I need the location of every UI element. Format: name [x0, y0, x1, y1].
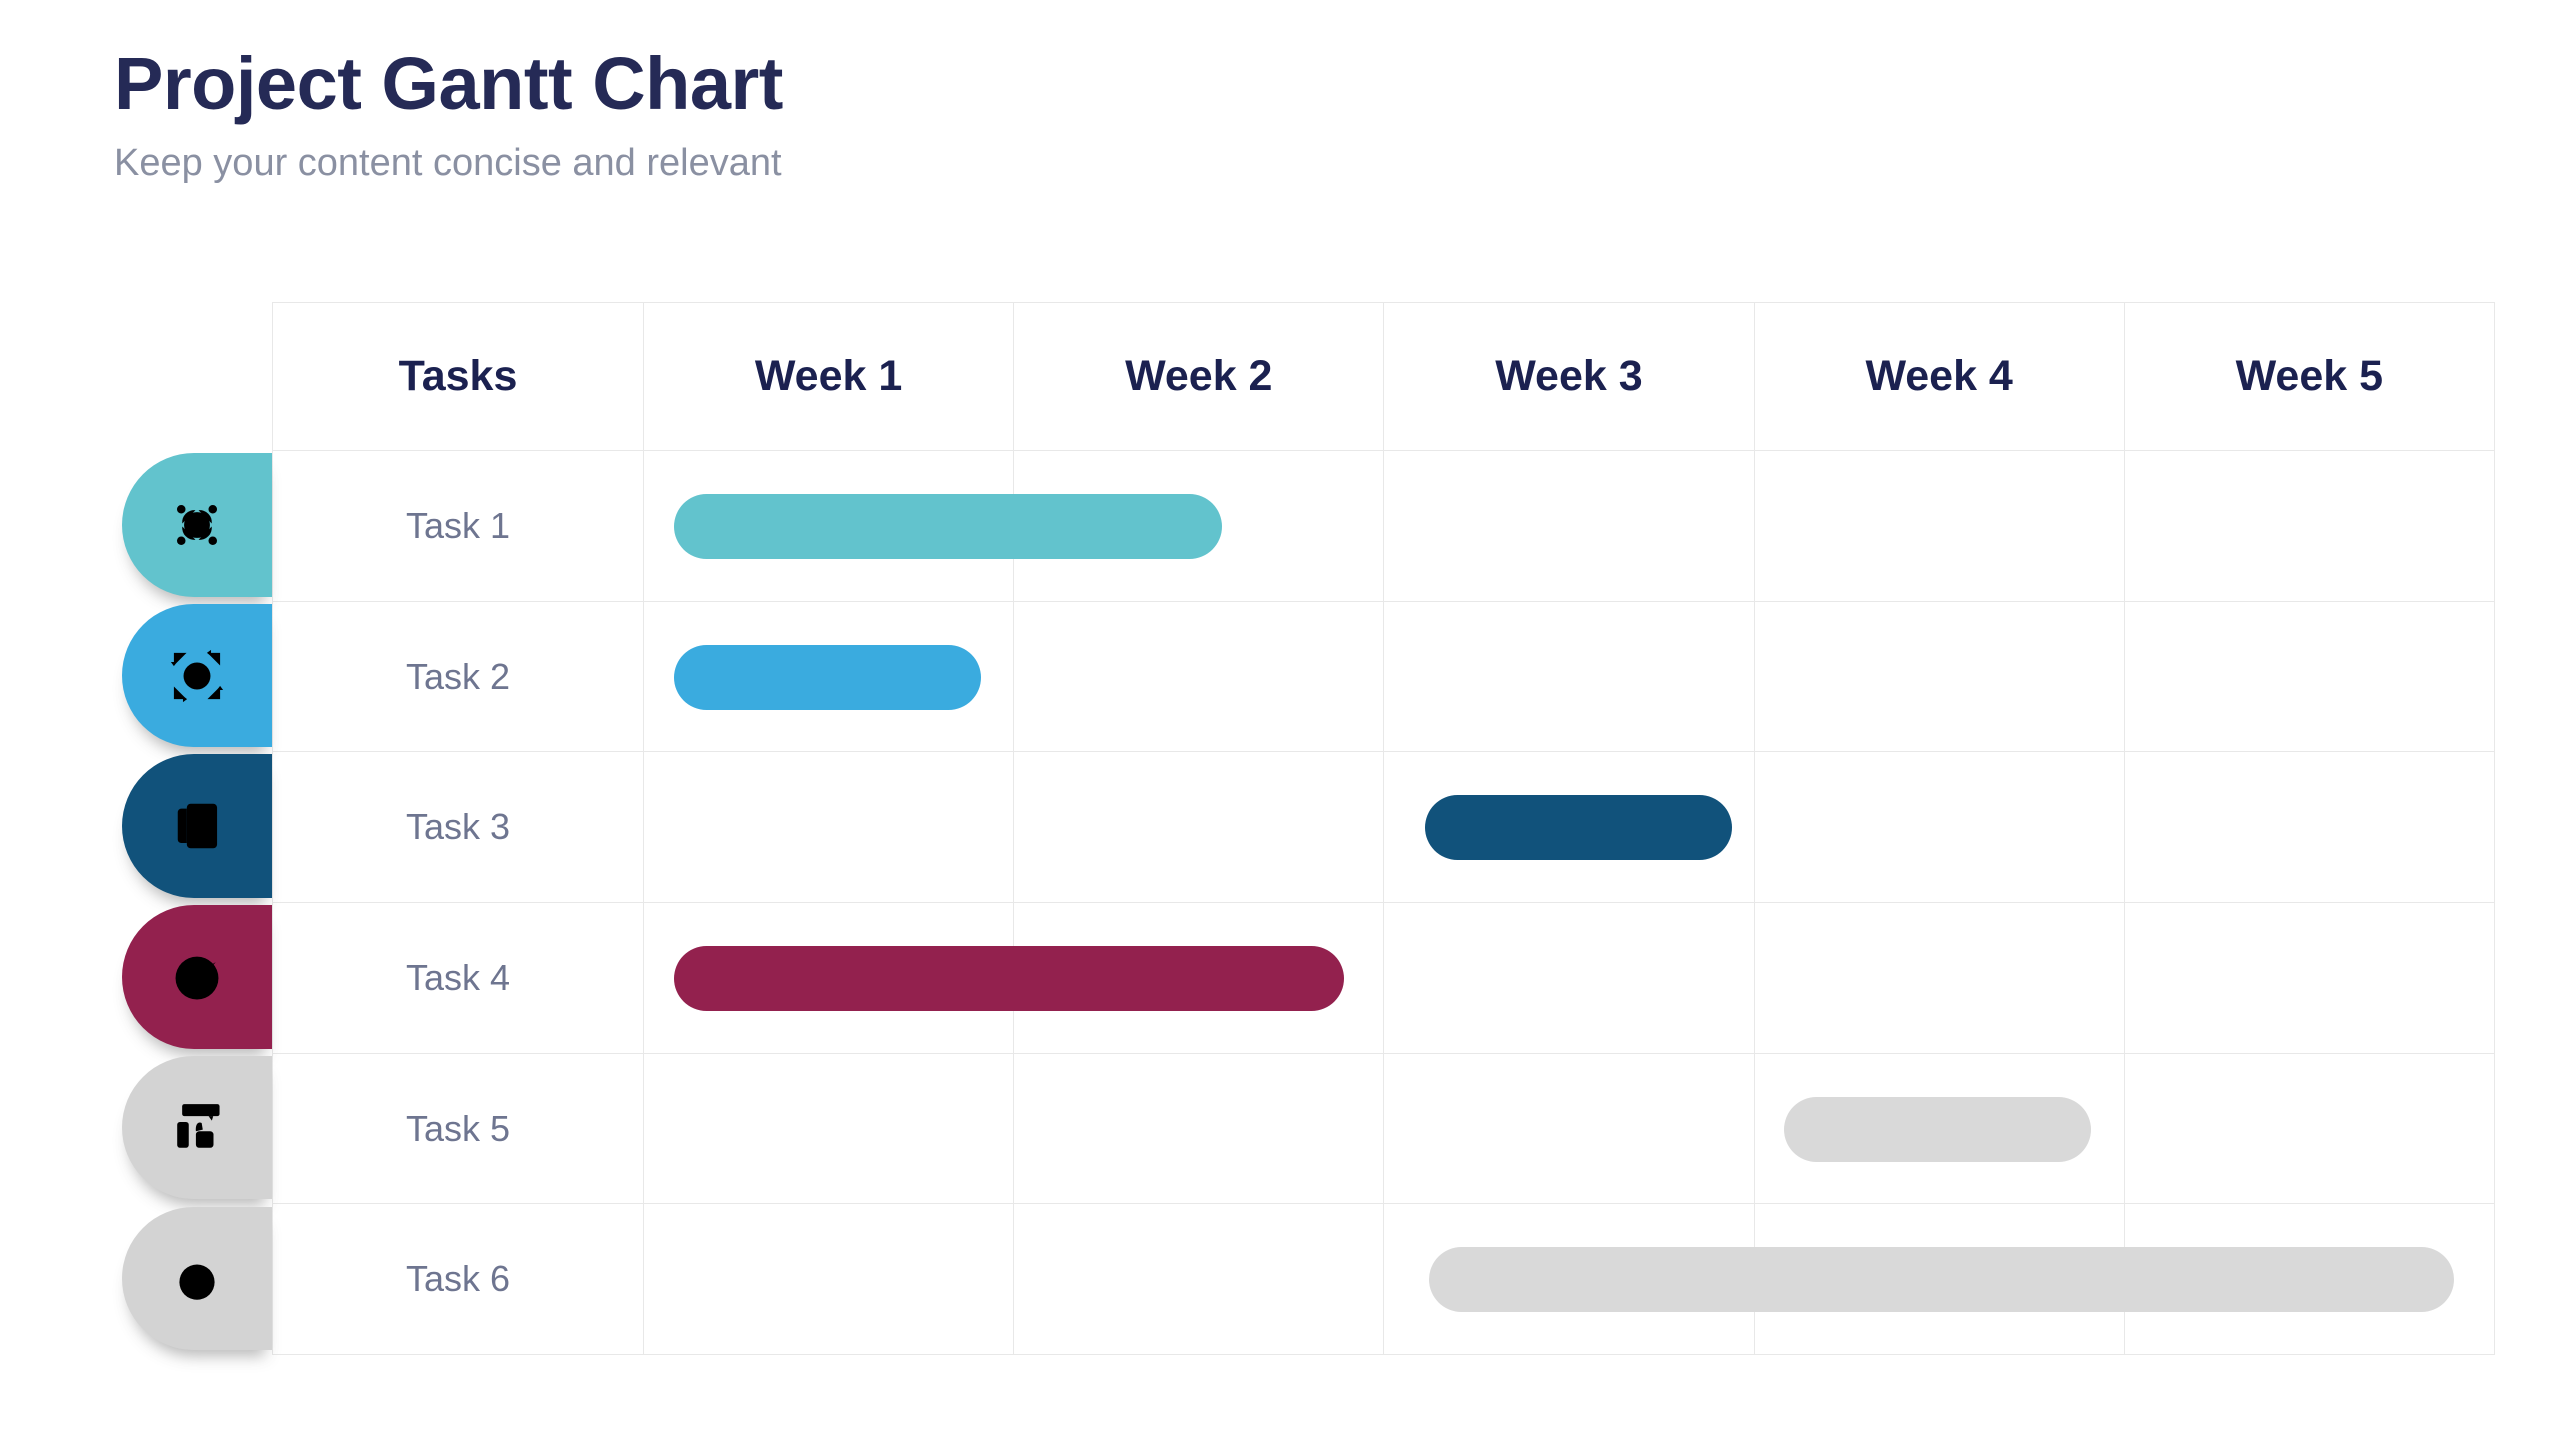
task-label: Task 6 [405, 1258, 511, 1300]
gantt-bar-task-6 [1428, 1247, 2455, 1313]
week-cell [1754, 903, 2125, 1054]
task-row-label-cell: Task 2 [273, 601, 644, 753]
page-header: Project Gantt Chart Keep your content co… [114, 40, 783, 187]
week-cell [644, 1204, 1015, 1356]
task-label: Task 4 [405, 956, 511, 998]
task-row-label-cell: Task 4 [273, 903, 644, 1054]
task-icon-pill [122, 1206, 272, 1351]
idea-gear-icon [164, 643, 230, 709]
task-row-label-cell: Task 3 [273, 752, 644, 904]
week-cell [1384, 451, 1755, 602]
week-cell [1754, 451, 2125, 602]
task-icon-pill [122, 905, 272, 1049]
week-cell [644, 1053, 1015, 1205]
column-header-week-3: Week 3 [1384, 303, 1755, 451]
week-cell [1384, 601, 1755, 753]
column-header-week-1: Week 1 [644, 303, 1015, 451]
gantt-bar-task-1 [673, 493, 1222, 559]
column-header-week-5: Week 5 [2124, 303, 2495, 451]
week-cell [2124, 451, 2495, 602]
gantt-bar-task-5 [1784, 1096, 2092, 1162]
rating-thumbs-up-icon [164, 1095, 230, 1161]
week-cell [1014, 1053, 1385, 1205]
week-cell [1754, 752, 2125, 904]
week-cell [1384, 903, 1755, 1054]
gantt-bar-task-3 [1425, 795, 1733, 861]
gantt-table: Tasks Week 1 Week 2 Week 3 Week 4 Week 5… [272, 302, 2495, 1356]
week-cell [2124, 752, 2495, 904]
page-subtitle: Keep your content concise and relevant [114, 142, 782, 185]
week-cell [1014, 601, 1385, 753]
task-icon-pill [122, 453, 272, 597]
gantt-bar-task-2 [673, 644, 981, 710]
week-cell [2124, 903, 2495, 1054]
week-cell [1014, 752, 1385, 904]
stopwatch-check-icon [164, 1245, 230, 1311]
task-label: Task 2 [405, 655, 511, 697]
task-icon-pill [122, 1055, 272, 1200]
task-row-label-cell: Task 6 [273, 1204, 644, 1356]
column-header-week-2: Week 2 [1014, 303, 1385, 451]
money-network-icon [164, 492, 230, 558]
week-cell [2124, 1053, 2495, 1205]
week-cell [1014, 451, 1385, 602]
column-header-week-4: Week 4 [1754, 303, 2125, 451]
week-cell [1014, 903, 1385, 1054]
task-row-label-cell: Task 1 [273, 451, 644, 602]
week-cell [2124, 601, 2495, 753]
task-icon-pill [122, 603, 272, 748]
week-cell [1384, 752, 1755, 904]
week-cell [1754, 601, 2125, 753]
task-icon-pill [122, 754, 272, 899]
column-header-tasks: Tasks [273, 303, 644, 451]
task-row-label-cell: Task 5 [273, 1053, 644, 1205]
task-label: Task 5 [405, 1107, 511, 1149]
page-title: Project Gantt Chart [114, 42, 783, 125]
report-chart-icon [164, 793, 230, 859]
week-cell [644, 752, 1015, 904]
week-cell [644, 601, 1015, 753]
week-cell [1754, 1053, 2125, 1205]
task-label: Task 3 [405, 806, 511, 848]
task-label: Task 1 [405, 504, 511, 546]
week-cell [1384, 1053, 1755, 1205]
week-cell [1014, 1204, 1385, 1356]
check-circle-icon [164, 944, 230, 1010]
week-cell [2124, 1204, 2495, 1356]
gantt-bar-task-4 [673, 945, 1344, 1011]
